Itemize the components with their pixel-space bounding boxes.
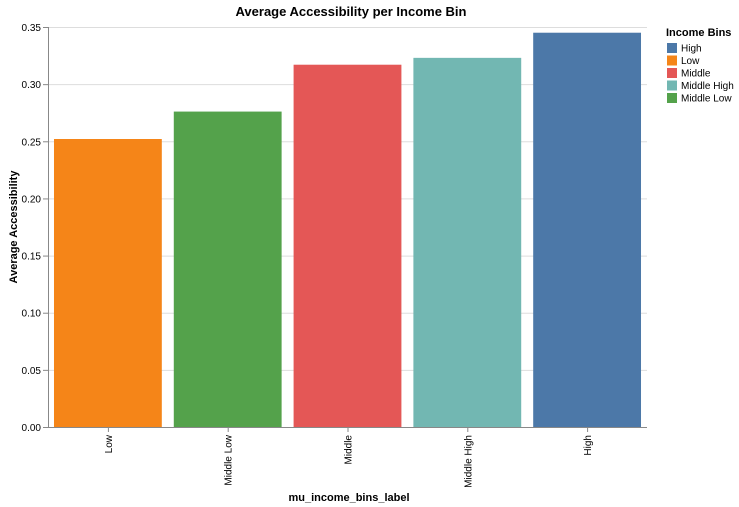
- legend-label: Middle Low: [681, 94, 732, 105]
- legend-swatch: [667, 55, 677, 66]
- legend-label: High: [681, 44, 702, 55]
- y-tick-label: 0.15: [22, 252, 42, 263]
- bar-middle-low: [173, 111, 282, 428]
- y-tick-label: 0.35: [22, 23, 42, 34]
- chart-title: Average Accessibility per Income Bin: [236, 4, 467, 19]
- x-tick-label: Middle High: [463, 435, 474, 488]
- y-axis-title: Average Accessibility: [8, 170, 20, 284]
- x-tick-label: Middle Low: [224, 434, 235, 485]
- bar-middle: [293, 64, 402, 427]
- y-tick-label: 0.30: [22, 80, 42, 91]
- y-tick-label: 0.05: [22, 366, 42, 377]
- legend-swatch: [667, 93, 677, 103]
- y-tick-label: 0.00: [22, 423, 42, 434]
- legend-label: Low: [681, 56, 700, 67]
- y-tick-label: 0.10: [22, 309, 42, 320]
- legend-label: Middle High: [681, 81, 734, 92]
- x-tick-label: High: [583, 435, 594, 456]
- legend-swatch: [667, 80, 677, 91]
- y-tick-label: 0.20: [22, 194, 42, 205]
- y-tick-label: 0.25: [22, 137, 42, 148]
- bar-low: [53, 139, 162, 427]
- legend-swatch: [667, 43, 677, 53]
- x-tick-label: Low: [104, 434, 115, 453]
- x-axis-title: mu_income_bins_label: [288, 492, 409, 504]
- legend-title: Income Bins: [666, 27, 731, 39]
- legend-swatch: [667, 68, 677, 78]
- bars: [53, 32, 642, 428]
- legend-label: Middle: [681, 69, 711, 80]
- bar-high: [533, 32, 642, 427]
- axes: 0.00 0.05 0.10 0.15 0.20 0.25 0.30 0.35 Low Middl…: [22, 23, 647, 488]
- bar-middle-high: [413, 57, 522, 427]
- x-tick-label: Middle: [344, 435, 355, 465]
